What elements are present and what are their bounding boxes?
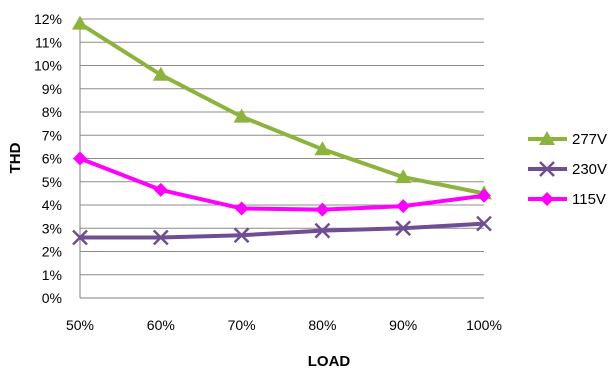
data-point [395, 220, 412, 237]
legend-label: 277V [572, 131, 607, 148]
x-tick-label: 70% [228, 317, 256, 333]
series-230V [72, 215, 492, 246]
y-tick-label: 1% [42, 267, 62, 283]
x-tick-label: 60% [147, 317, 175, 333]
data-point [153, 182, 168, 197]
data-point [396, 199, 411, 214]
series-line [78, 21, 485, 196]
y-tick-label: 9% [42, 81, 62, 97]
x-axis-title: LOAD [308, 353, 351, 370]
legend-item: 115V [528, 191, 606, 208]
data-point [233, 108, 250, 123]
data-point [152, 66, 169, 81]
x-tick-label: 50% [66, 317, 94, 333]
data-point [395, 169, 412, 184]
data-point [477, 188, 491, 203]
y-tick-label: 5% [42, 174, 62, 190]
legend-label: 115V [572, 191, 606, 208]
data-point [476, 215, 492, 232]
y-axis-ticks: 0% 1% 2% 3% 4% 5% 6% 7% 8% 9% 10% 11% 12% [34, 11, 62, 306]
y-tick-label: 6% [42, 151, 62, 167]
legend-marker [539, 161, 555, 177]
x-tick-label: 100% [466, 317, 502, 333]
legend-marker [540, 192, 554, 206]
y-tick-label: 7% [42, 127, 62, 143]
data-point [314, 222, 331, 239]
y-tick-label: 4% [42, 197, 62, 213]
legend-item: 277V [528, 131, 607, 148]
series-line [80, 221, 485, 240]
y-tick-label: 10% [34, 58, 62, 74]
series-277V [72, 15, 492, 200]
y-tick-label: 8% [42, 104, 62, 120]
x-tick-label: 80% [308, 317, 336, 333]
y-tick-label: 3% [42, 220, 62, 236]
legend-label: 230V [572, 161, 607, 178]
data-point [233, 227, 250, 244]
data-point [152, 229, 169, 246]
x-tick-label: 90% [389, 317, 417, 333]
y-tick-label: 2% [42, 244, 62, 260]
data-point [234, 201, 249, 216]
y-tick-label: 12% [34, 11, 62, 27]
series-group [72, 15, 492, 246]
series-115V [73, 151, 491, 217]
y-tick-label: 0% [42, 290, 62, 306]
data-point [315, 202, 330, 217]
legend: 277V 230V 115V [528, 131, 607, 208]
legend-item: 230V [528, 161, 607, 178]
x-axis-ticks: 50% 60% 70% 80% 90% 100% [66, 317, 502, 333]
series-line [79, 156, 485, 212]
data-point [73, 151, 87, 166]
data-point [72, 15, 88, 30]
data-point [72, 229, 88, 246]
y-axis-title: THD [7, 142, 24, 173]
data-point [314, 141, 331, 156]
y-tick-label: 11% [35, 34, 62, 50]
legend-marker [539, 131, 555, 145]
